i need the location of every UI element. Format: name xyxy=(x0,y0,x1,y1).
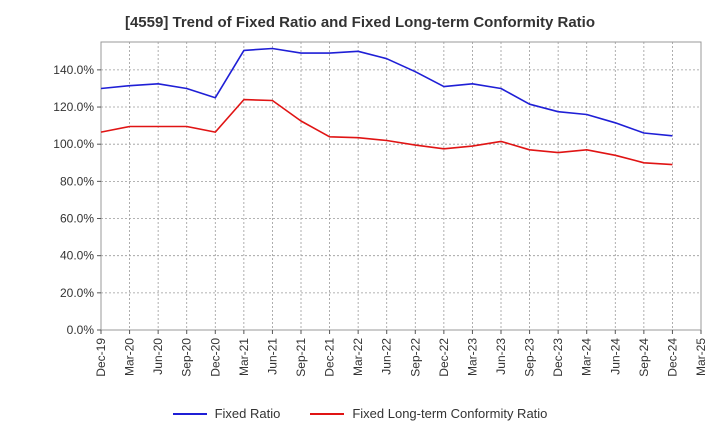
series-line-fixed-long-term-conformity-ratio xyxy=(100,98,673,166)
x-tick-label: Mar-21 xyxy=(237,338,251,376)
x-tick-label: Jun-21 xyxy=(265,338,279,375)
grid-layer xyxy=(101,42,701,330)
x-tick-label: Dec-22 xyxy=(437,338,451,377)
x-tick-label: Sep-20 xyxy=(180,338,194,377)
legend-item-fixed-ratio: Fixed Ratio xyxy=(172,406,281,421)
legend-swatch-fixed-long-term-conformity-ratio xyxy=(310,412,345,415)
x-tick-label: Jun-24 xyxy=(608,338,622,375)
x-tick-label: Jun-22 xyxy=(380,338,394,375)
series-layer xyxy=(100,47,673,166)
x-tick-label: Mar-24 xyxy=(580,338,594,376)
x-tick-label: Sep-21 xyxy=(294,338,308,377)
series-line-fixed-ratio xyxy=(100,47,673,137)
x-tick-label: Sep-24 xyxy=(637,338,651,377)
legend-label-fixed-long-term-conformity-ratio: Fixed Long-term Conformity Ratio xyxy=(352,406,548,421)
chart-title: [4559] Trend of Fixed Ratio and Fixed Lo… xyxy=(124,14,596,31)
y-tick-label: 100.0% xyxy=(53,137,94,151)
tick-label-layer: 0.0% 20.0% 40.0% 60.0% 80.0% 100.0% 120.0% 140.… xyxy=(53,63,708,377)
x-tick-label: Dec-24 xyxy=(665,338,679,377)
x-tick-label: Mar-22 xyxy=(351,338,365,376)
x-tick-label: Mar-25 xyxy=(694,338,708,376)
legend-item-fixed-long-term-conformity-ratio: Fixed Long-term Conformity Ratio xyxy=(310,406,547,421)
y-tick-label: 0.0% xyxy=(67,323,95,337)
y-tick-label: 40.0% xyxy=(60,249,94,263)
x-tick-label: Jun-20 xyxy=(151,338,165,375)
x-tick-label: Jun-23 xyxy=(494,338,508,375)
y-tick-label: 60.0% xyxy=(60,212,94,226)
y-tick-label: 140.0% xyxy=(53,63,94,77)
y-tick-label: 20.0% xyxy=(60,286,94,300)
y-tick-label: 120.0% xyxy=(53,100,94,114)
x-tick-label: Mar-23 xyxy=(465,338,479,376)
plot-area-border xyxy=(100,41,702,331)
x-tick-label: Dec-20 xyxy=(208,338,222,377)
x-tick-label: Sep-23 xyxy=(523,338,537,377)
legend-swatch-fixed-ratio xyxy=(172,412,207,415)
y-tick-label: 80.0% xyxy=(60,174,94,188)
x-tick-label: Dec-23 xyxy=(551,338,565,377)
x-tick-label: Dec-19 xyxy=(94,338,108,377)
legend: Fixed Ratio Fixed Long-term Conformity R… xyxy=(0,406,720,421)
legend-label-fixed-ratio: Fixed Ratio xyxy=(214,406,281,421)
x-tick-label: Mar-20 xyxy=(123,338,137,376)
x-tick-label: Dec-21 xyxy=(323,338,337,377)
x-tick-label: Sep-22 xyxy=(408,338,422,377)
axis-layer xyxy=(97,41,702,334)
